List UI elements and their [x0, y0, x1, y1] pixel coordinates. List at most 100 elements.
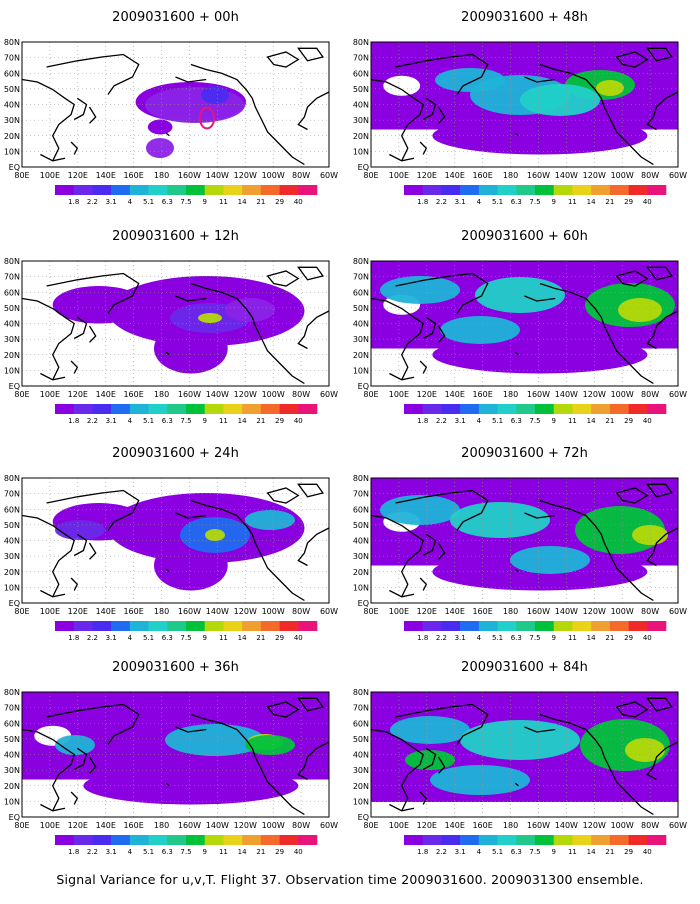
colorbar-swatch — [260, 185, 280, 195]
colorbar-label: 7.5 — [529, 417, 540, 425]
colorbar-label: 14 — [587, 198, 596, 206]
lat-tick-label: 40N — [353, 320, 369, 329]
colorbar-swatch — [572, 835, 592, 845]
lon-tick-label: 160E — [472, 821, 492, 830]
lon-tick-label: 160E — [123, 390, 143, 399]
colorbar-label: 2.2 — [87, 634, 98, 642]
colorbar-swatch — [167, 404, 187, 414]
colorbar-label: 4 — [477, 198, 482, 206]
lon-tick-label: 120W — [583, 607, 606, 616]
colorbar-swatch — [422, 404, 442, 414]
variance-blob — [625, 738, 665, 762]
colorbar-swatch — [441, 185, 461, 195]
colorbar-label: 29 — [275, 198, 284, 206]
colorbar-label: 29 — [275, 634, 284, 642]
map-panel-p24: 2009031600 + 24h 80N 70N 60N 50N 40N 30N 20N 10N… — [4, 446, 338, 642]
lon-tick-label: 160W — [178, 171, 201, 180]
colorbar-swatch — [204, 185, 224, 195]
colorbar-swatch — [223, 835, 243, 845]
variance-blob — [225, 298, 275, 322]
lat-tick-label: 60N — [353, 288, 369, 297]
lat-tick-label: 50N — [4, 85, 20, 94]
colorbar-label: 6.3 — [511, 848, 522, 856]
variance-blob — [55, 520, 105, 540]
colorbar-label: 3.1 — [455, 198, 466, 206]
lat-tick-label: 50N — [4, 521, 20, 530]
lat-tick-label: EQ — [358, 163, 369, 172]
colorbar-swatch — [497, 185, 517, 195]
lon-tick-label: 60W — [320, 390, 338, 399]
colorbar-label: 9 — [551, 848, 555, 856]
colorbar: 1.8 2.2 3.1 4 5.1 6.3 7.5 9 11 14 21 29 40 — [404, 621, 667, 642]
colorbar-label: 7.5 — [180, 198, 191, 206]
colorbar-swatch — [591, 185, 611, 195]
variance-blob — [380, 276, 460, 304]
lat-tick-label: EQ — [9, 813, 20, 822]
colorbar-label: 21 — [256, 848, 265, 856]
colorbar-swatch — [572, 404, 592, 414]
colorbar-label: 40 — [643, 198, 652, 206]
colorbar-label: 3.1 — [106, 634, 117, 642]
colorbar-label: 7.5 — [180, 848, 191, 856]
variance-blob — [201, 86, 229, 104]
colorbar-label: 21 — [605, 634, 614, 642]
lon-tick-label: 80W — [292, 821, 310, 830]
colorbar-label: 4 — [128, 848, 133, 856]
lon-tick-label: 100W — [611, 390, 634, 399]
colorbar-swatch — [647, 835, 667, 845]
colorbar-label: 5.1 — [492, 634, 503, 642]
coastlines — [22, 697, 329, 816]
lat-tick-label: 50N — [353, 85, 369, 94]
colorbar-swatch — [516, 185, 536, 195]
colorbar-swatch — [535, 185, 555, 195]
lon-tick-label: 100E — [40, 821, 60, 830]
lon-tick-label: 80W — [292, 607, 310, 616]
map-frame — [21, 691, 330, 818]
colorbar-swatch — [73, 835, 93, 845]
colorbar-label: 1.8 — [68, 848, 79, 856]
colorbar-label: 11 — [219, 417, 228, 425]
lon-tick-label: 140E — [445, 390, 465, 399]
lon-tick-label: 120E — [68, 171, 88, 180]
colorbar-label: 21 — [256, 634, 265, 642]
colorbar: 1.8 2.2 3.1 4 5.1 6.3 7.5 9 11 14 21 29 40 — [55, 404, 318, 425]
lon-tick-label: 120W — [234, 607, 257, 616]
colorbar-swatch — [404, 185, 424, 195]
colorbar-label: 9 — [202, 417, 206, 425]
colorbar-label: 4 — [477, 848, 482, 856]
colorbar-swatch — [242, 185, 262, 195]
lon-tick-label: 140E — [445, 607, 465, 616]
lon-tick-label: 140W — [555, 171, 578, 180]
colorbar-label: 40 — [643, 634, 652, 642]
lat-tick-label: EQ — [358, 599, 369, 608]
lon-tick-label: 160W — [178, 607, 201, 616]
colorbar-label: 2.2 — [436, 848, 447, 856]
lon-tick-label: 160E — [472, 390, 492, 399]
panel-title: 2009031600 + 48h — [461, 10, 588, 25]
lat-tick-label: 10N — [353, 797, 369, 806]
lat-tick-label: EQ — [358, 382, 369, 391]
colorbar-label: 2.2 — [87, 417, 98, 425]
colorbar-swatch — [204, 835, 224, 845]
colorbar-label: 5.1 — [143, 417, 154, 425]
colorbar-label: 4 — [128, 634, 133, 642]
lat-tick-label: 60N — [353, 69, 369, 78]
panel-title: 2009031600 + 36h — [112, 660, 239, 675]
colorbar-swatch — [497, 835, 517, 845]
lat-tick-label: 10N — [4, 797, 20, 806]
colorbar-swatch — [279, 404, 299, 414]
lat-tick-label: 30N — [4, 116, 20, 125]
variance-blob — [245, 510, 295, 530]
lon-tick-label: 160W — [527, 390, 550, 399]
colorbar-label: 11 — [568, 634, 577, 642]
colorbar-label: 3.1 — [106, 417, 117, 425]
colorbar-label: 5.1 — [492, 848, 503, 856]
variance-blob — [510, 546, 590, 574]
colorbar-swatch — [167, 835, 187, 845]
colorbar-label: 21 — [256, 417, 265, 425]
colorbar-label: 3.1 — [455, 417, 466, 425]
colorbar-label: 21 — [605, 417, 614, 425]
colorbar-label: 3.1 — [455, 848, 466, 856]
